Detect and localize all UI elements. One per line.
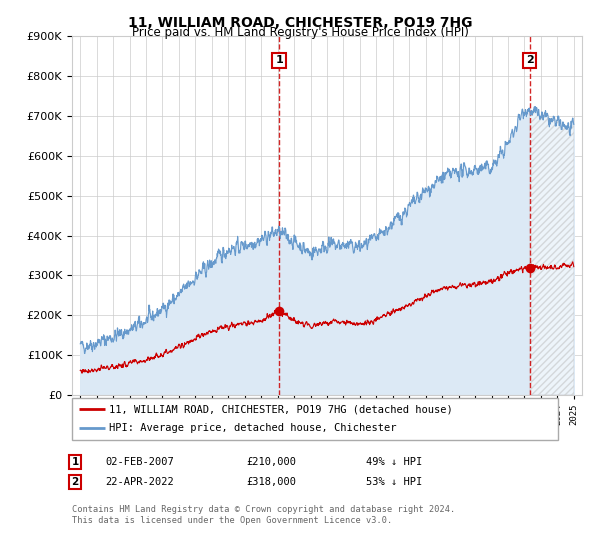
Text: 11, WILLIAM ROAD, CHICHESTER, PO19 7HG (detached house): 11, WILLIAM ROAD, CHICHESTER, PO19 7HG (… [109,404,453,414]
Text: 22-APR-2022: 22-APR-2022 [105,477,174,487]
Text: 1: 1 [275,55,283,66]
Text: Price paid vs. HM Land Registry's House Price Index (HPI): Price paid vs. HM Land Registry's House … [131,26,469,39]
Text: 1: 1 [71,457,79,467]
Text: Contains HM Land Registry data © Crown copyright and database right 2024.
This d: Contains HM Land Registry data © Crown c… [72,505,455,525]
Text: 2: 2 [71,477,79,487]
Text: 11, WILLIAM ROAD, CHICHESTER, PO19 7HG: 11, WILLIAM ROAD, CHICHESTER, PO19 7HG [128,16,472,30]
Text: HPI: Average price, detached house, Chichester: HPI: Average price, detached house, Chic… [109,423,397,433]
Text: £210,000: £210,000 [246,457,296,467]
Text: £318,000: £318,000 [246,477,296,487]
Text: 2: 2 [526,55,533,66]
Text: 49% ↓ HPI: 49% ↓ HPI [366,457,422,467]
Text: 53% ↓ HPI: 53% ↓ HPI [366,477,422,487]
Text: 02-FEB-2007: 02-FEB-2007 [105,457,174,467]
